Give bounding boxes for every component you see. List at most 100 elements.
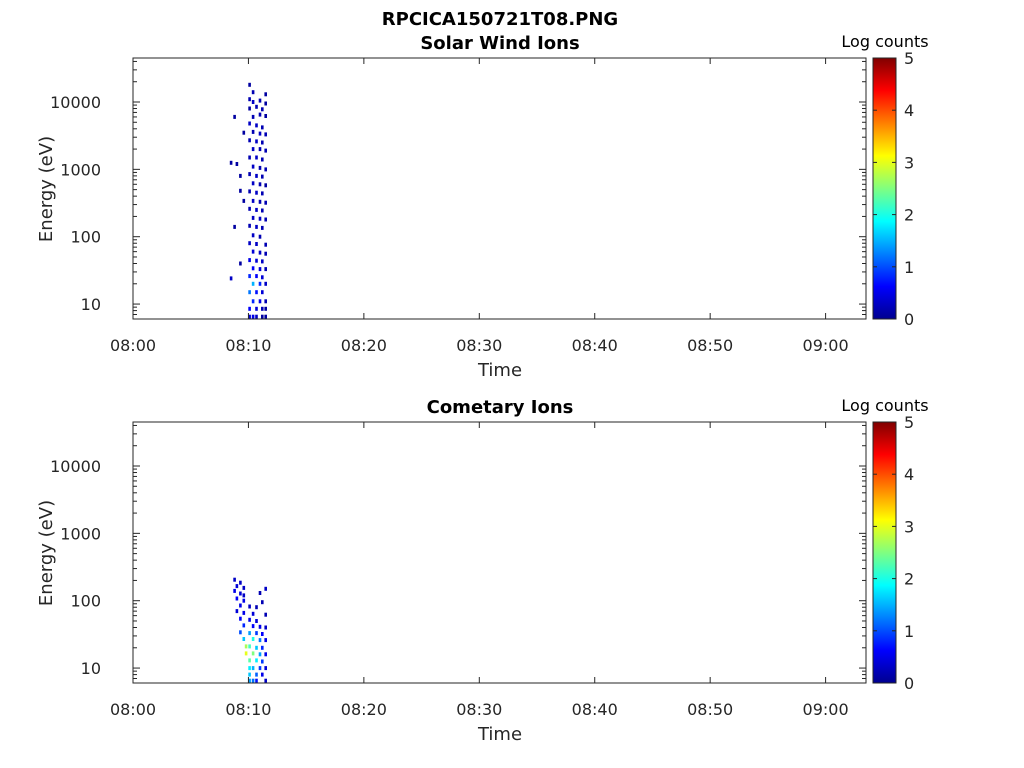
heatmap-cell: [251, 651, 255, 656]
heatmap-cell: [251, 181, 255, 186]
heatmap-cell: [261, 290, 264, 295]
heatmap-cell: [258, 165, 262, 170]
heatmap-cell: [255, 173, 258, 178]
heatmap-cell: [235, 596, 239, 601]
heatmap-cell: [248, 290, 251, 295]
heatmap-cell: [251, 147, 255, 152]
heatmap-cell: [261, 632, 264, 636]
heatmap-cell: [258, 299, 262, 304]
heatmap-cell: [248, 223, 251, 228]
heatmap-cell: [235, 162, 239, 166]
colorbar-tick-label: 2: [904, 570, 914, 589]
x-axis-label: Time: [477, 360, 522, 381]
heatmap-cell: [251, 624, 255, 629]
heatmap-cell: [264, 183, 267, 188]
y-tick-label: 1000: [60, 160, 101, 179]
heatmap-cell: [248, 604, 251, 609]
heatmap-cell: [255, 631, 258, 636]
heatmap-cell: [258, 147, 262, 152]
heatmap-cell: [248, 155, 251, 160]
heatmap-cell: [239, 580, 242, 585]
y-tick-label: 10000: [50, 457, 101, 476]
heatmap-cell: [255, 139, 258, 144]
colorbar-tick-label: 5: [904, 49, 914, 68]
panel-title: Cometary Ions: [427, 397, 574, 418]
heatmap-cell: [251, 129, 255, 134]
heatmap-cell: [248, 121, 251, 126]
heatmap-cell: [239, 630, 242, 635]
heatmap-cell: [258, 234, 262, 239]
heatmap-cell: [251, 314, 255, 319]
x-tick-label: 09:00: [803, 336, 849, 355]
heatmap-cell: [248, 138, 251, 143]
heatmap-cell: [235, 609, 239, 614]
x-tick-label: 08:10: [225, 336, 271, 355]
heatmap-cell: [255, 306, 258, 311]
x-tick-label: 08:40: [572, 700, 618, 719]
heatmap-cell: [255, 190, 258, 195]
colorbar-tick-label: 0: [904, 310, 914, 329]
panel-cometary-ions: Cometary Ions Log counts Energy (eV) Tim…: [36, 396, 929, 745]
heatmap-cell: [248, 658, 251, 663]
heatmap-cell: [248, 172, 251, 177]
heatmap-cell: [248, 206, 251, 211]
heatmap-cell: [239, 603, 242, 608]
colorbar-ticks: 0 1 2 3 4 5: [873, 49, 914, 329]
heatmap-cell: [229, 160, 233, 165]
heatmap-cell: [258, 638, 262, 643]
heatmap-cell: [242, 593, 246, 598]
heatmap-cell: [242, 198, 246, 203]
heatmap-cell: [251, 678, 255, 683]
heatmap-cell: [264, 114, 267, 118]
heatmap-cell: [248, 274, 251, 279]
x-tick-label: 09:00: [803, 700, 849, 719]
heatmap-cell: [264, 678, 267, 683]
heatmap-cell: [258, 98, 262, 103]
heatmap-cell: [255, 619, 258, 623]
heatmap-cell: [251, 666, 255, 671]
heatmap-cell: [264, 586, 267, 591]
heatmap-cell: [251, 611, 255, 616]
heatmap-cell: [255, 645, 258, 650]
x-tick-label: 08:20: [341, 700, 387, 719]
heatmap-cell: [255, 242, 258, 246]
heatmap-cell: [255, 290, 258, 295]
heatmap-cell: [239, 616, 242, 621]
colorbar-tick-label: 0: [904, 674, 914, 693]
heatmap-cell: [258, 666, 262, 671]
heatmap-cell: [255, 672, 258, 677]
y-axis-label: Energy (eV): [36, 136, 57, 242]
heatmap-cell: [255, 658, 258, 663]
heatmap-cell: [261, 275, 264, 280]
heatmap-cell: [233, 588, 236, 593]
heatmap-cell: [264, 281, 267, 286]
heatmap-cell: [264, 625, 267, 630]
heatmap-cell: [248, 97, 251, 102]
heatmap-cell: [229, 276, 233, 281]
heatmap-cell: [248, 672, 251, 677]
y-ticks: 10 100 1000 10000: [50, 60, 866, 320]
heatmap-cell: [255, 605, 258, 610]
x-tick-label: 08:20: [341, 336, 387, 355]
colorbar-tick-label: 3: [904, 517, 914, 536]
heatmap-cell: [239, 188, 242, 193]
heatmap-cell: [242, 598, 246, 603]
heatmap-cell: [264, 299, 267, 304]
heatmap-cell: [261, 306, 264, 311]
heatmap-cell: [255, 274, 258, 279]
heatmap-cell: [235, 584, 239, 589]
heatmap-cell: [242, 610, 246, 615]
heatmap-cell: [251, 249, 255, 254]
colorbar-label: Log counts: [841, 32, 928, 51]
heatmap-cell: [242, 130, 246, 135]
heatmap-cells: [233, 577, 267, 683]
heatmap-cell: [258, 199, 262, 204]
colorbar-label: Log counts: [841, 396, 928, 415]
heatmap-cell: [255, 123, 258, 128]
heatmap-cell: [255, 207, 258, 212]
heatmap-cell: [239, 591, 242, 596]
colorbar: [872, 421, 897, 684]
heatmap-cell: [261, 659, 264, 664]
heatmap-cell: [264, 612, 267, 617]
heatmap-cell: [264, 638, 267, 643]
